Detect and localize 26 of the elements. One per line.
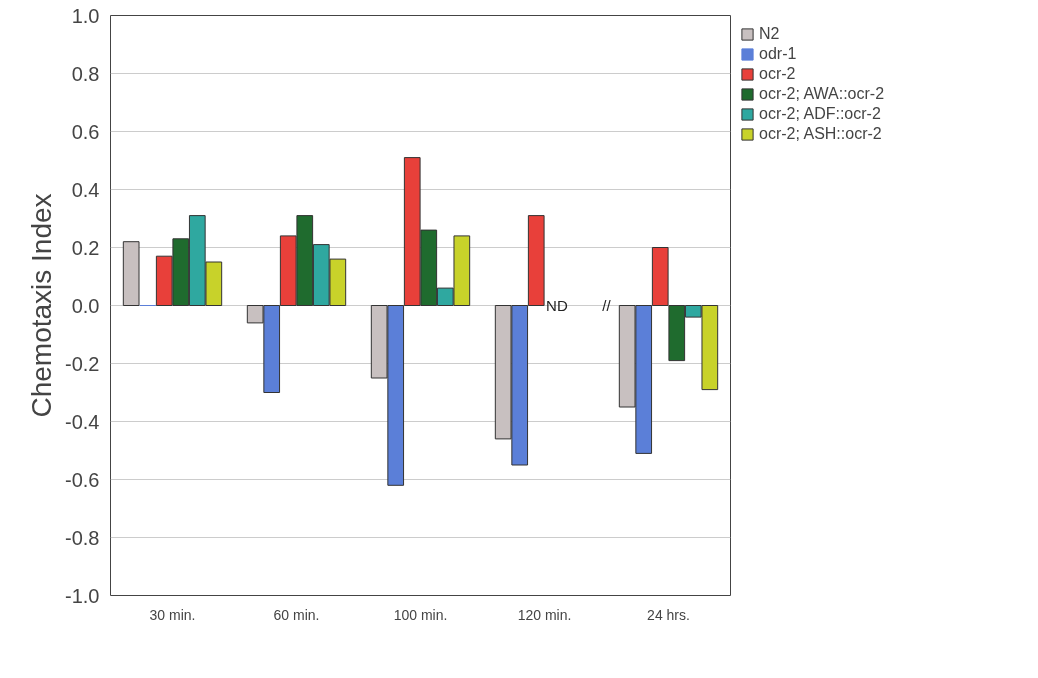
y-tick-label: -1.0 [65, 584, 100, 607]
x-tick-label: 60 min. [273, 606, 320, 623]
bar [122, 241, 140, 306]
legend-label: N2 [759, 25, 780, 43]
y-tick-label: 0.4 [71, 178, 100, 201]
y-tick-label: 0.0 [71, 294, 100, 317]
annotation: ND [546, 297, 568, 314]
y-axis-title: Chemotaxis Index [26, 193, 58, 418]
y-tick-label: -0.4 [65, 410, 100, 433]
x-tick-label: 100 min. [393, 606, 448, 623]
y-tick-label: -0.8 [65, 526, 100, 549]
x-tick-label: 24 hrs. [647, 606, 690, 623]
y-tick-label: 0.6 [71, 120, 100, 143]
x-tick-label: 30 min. [149, 606, 196, 623]
y-tick-label: -0.2 [65, 352, 100, 375]
x-tick-label: 120 min. [517, 606, 572, 623]
legend-label: odr-1 [759, 45, 797, 63]
y-tick-label: 1.0 [71, 4, 100, 27]
annotation: // [602, 297, 612, 314]
y-tick-label: -0.6 [65, 468, 100, 491]
legend-label: ocr-2; AWA::ocr-2 [759, 85, 885, 103]
legend-label: ocr-2; ASH::ocr-2 [759, 125, 882, 143]
y-tick-label: 0.8 [71, 62, 100, 85]
legend-label: ocr-2 [759, 65, 796, 83]
y-tick-label: 0.2 [71, 236, 100, 259]
legend-label: ocr-2; ADF::ocr-2 [759, 105, 881, 123]
